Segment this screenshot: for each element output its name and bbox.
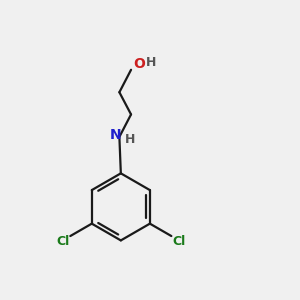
Text: H: H [146,56,156,69]
Text: Cl: Cl [56,235,70,248]
Text: O: O [133,57,145,71]
Text: N: N [110,128,122,142]
Text: Cl: Cl [172,235,185,248]
Text: H: H [125,133,136,146]
